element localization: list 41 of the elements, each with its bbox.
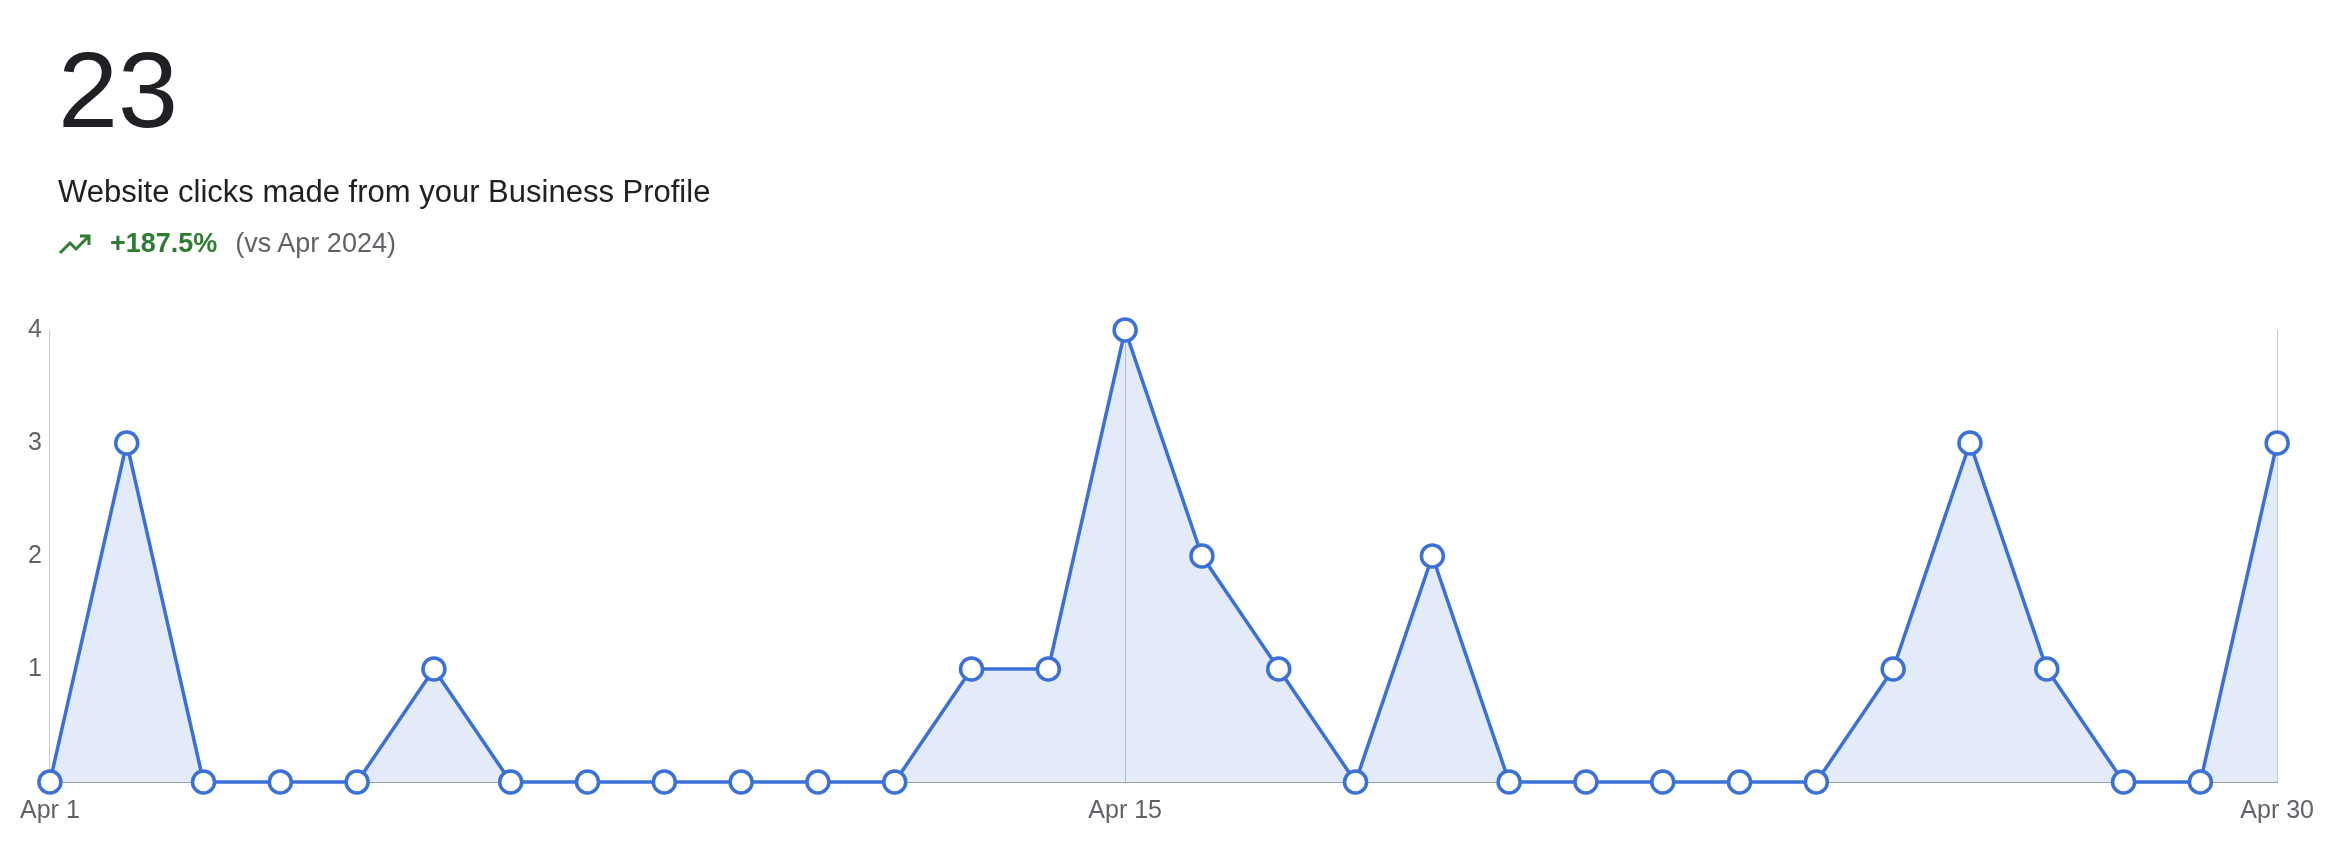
y-tick-label: 4: [28, 313, 42, 342]
point: [2034, 656, 2060, 682]
point: [344, 769, 370, 795]
point: [805, 769, 831, 795]
point: [1342, 769, 1369, 795]
point: [1112, 317, 1138, 343]
point: [651, 769, 678, 795]
point: [2110, 769, 2137, 795]
x-tick-label: Apr 1: [20, 794, 80, 823]
point: [1726, 769, 1753, 795]
x-tick-label: Apr 15: [1088, 794, 1162, 823]
point: [1650, 769, 1676, 795]
point: [728, 769, 754, 795]
text: (vs Apr 2024): [235, 228, 396, 259]
point: [190, 769, 217, 795]
point: [1957, 430, 1983, 456]
point: [1880, 656, 1906, 682]
point: [1265, 656, 1292, 682]
point: [1035, 656, 1062, 682]
point: [113, 430, 140, 456]
point: [1189, 543, 1215, 569]
y-tick-label: 1: [28, 652, 42, 681]
chart-subtitle: Website clicks made from your Business Profile: [58, 174, 711, 210]
point: [1496, 769, 1522, 795]
x-tick-label: Apr 30: [2240, 794, 2315, 823]
point: [881, 769, 908, 795]
point: [1803, 769, 1830, 795]
chart-title: 23: [58, 29, 180, 150]
point: [1573, 769, 1599, 795]
y-tick-label: 3: [28, 426, 42, 455]
point: [497, 769, 524, 795]
point: [2264, 430, 2290, 456]
point: [958, 656, 985, 682]
point: [421, 656, 447, 682]
point: [574, 769, 601, 795]
text: +187.5%: [110, 228, 218, 259]
point: [1419, 543, 1446, 569]
point: [37, 769, 63, 795]
y-tick-label: 2: [28, 539, 42, 568]
point: [2187, 769, 2214, 795]
point: [267, 769, 294, 795]
